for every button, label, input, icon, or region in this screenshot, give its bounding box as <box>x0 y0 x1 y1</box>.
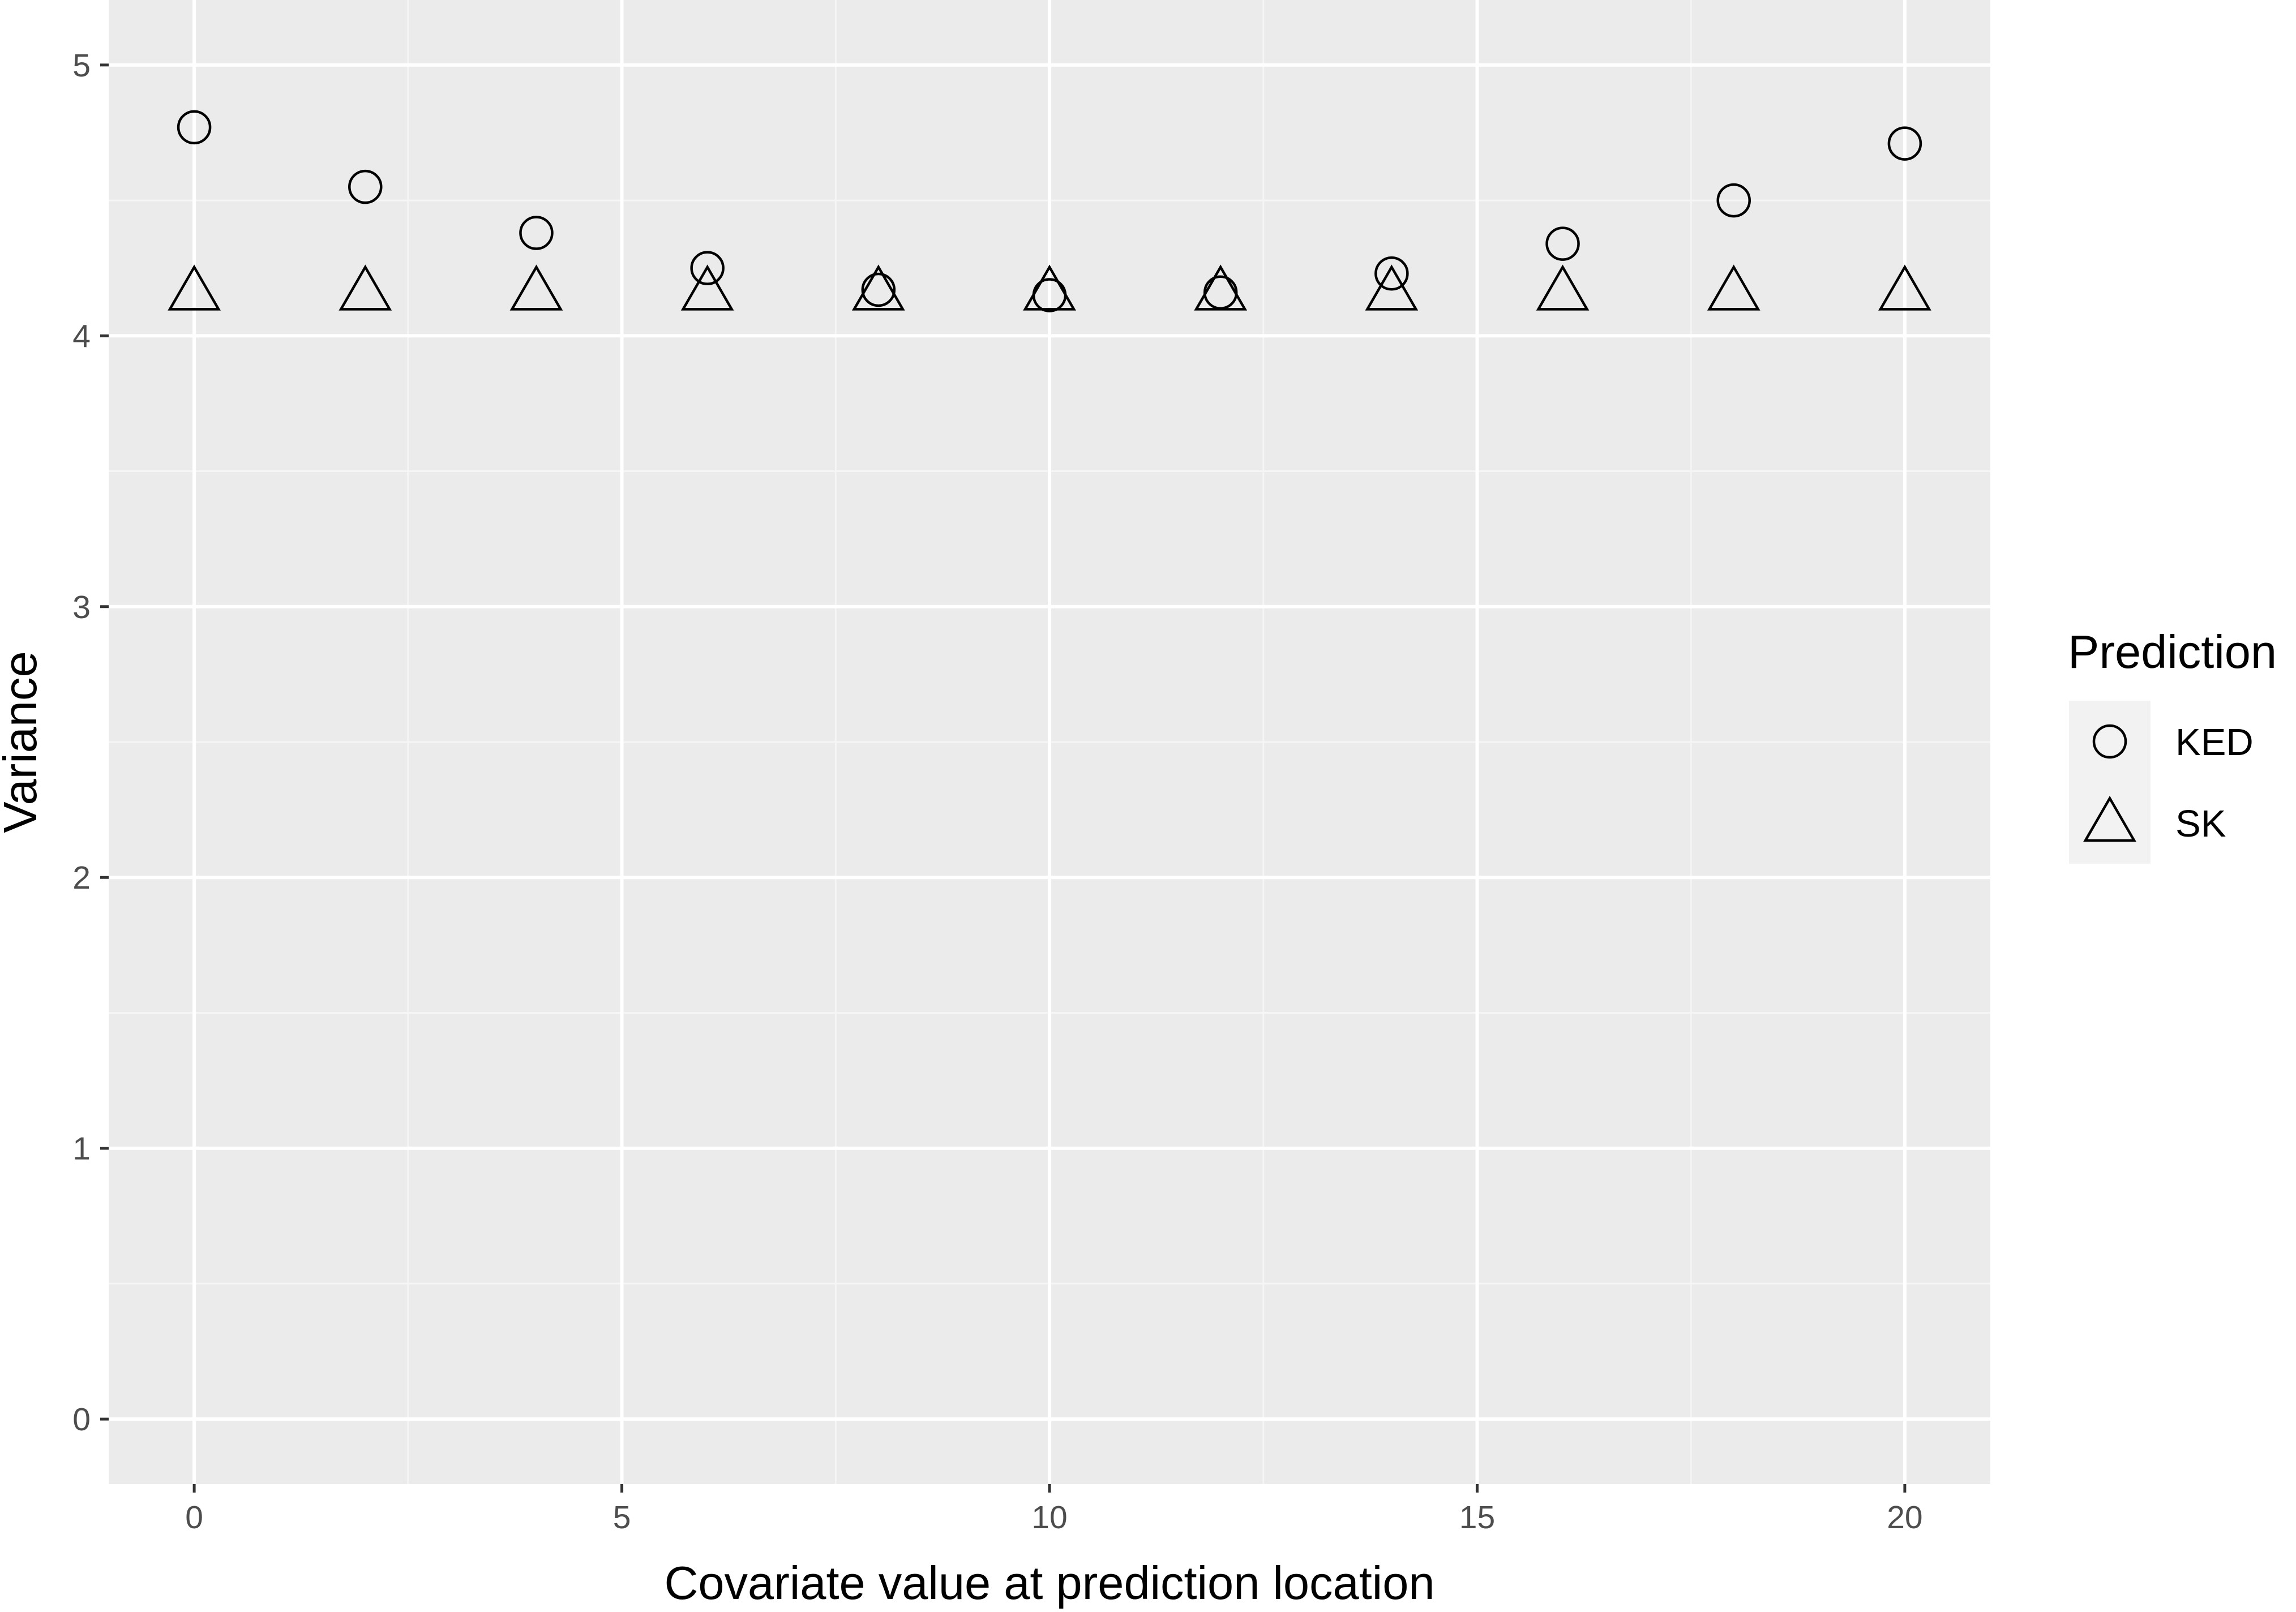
legend-circle-symbol <box>2092 724 2127 759</box>
legend-entry-sk: SK <box>2069 782 2226 864</box>
series-ked <box>177 110 1922 312</box>
y-tick-label: 4 <box>72 318 91 354</box>
grid-lines <box>109 0 1990 1484</box>
data-point-ked <box>1374 256 1409 291</box>
legend: Prediction KED SK <box>2068 625 2277 864</box>
data-point-sk <box>851 264 905 311</box>
data-point-sk <box>509 264 563 311</box>
x-tick-label: 5 <box>613 1499 631 1536</box>
x-tick-label: 10 <box>1031 1499 1067 1536</box>
x-axis-title: Covariate value at prediction location <box>664 1557 1434 1609</box>
data-point-sk <box>1194 264 1248 311</box>
legend-entry-ked: KED <box>2069 701 2254 782</box>
legend-title: Prediction <box>2068 625 2277 678</box>
axis-ticks: 0 5 10 15 20 0 1 2 3 4 5 <box>72 48 1922 1536</box>
data-point-ked <box>519 216 554 250</box>
y-axis-title: Variance <box>0 651 46 833</box>
data-point-sk <box>1023 264 1076 311</box>
data-point-ked <box>348 169 383 204</box>
x-tick-label: 15 <box>1459 1499 1495 1536</box>
data-point-ked <box>1887 126 1922 161</box>
series-sk <box>168 264 1931 311</box>
data-point-sk <box>1707 264 1760 311</box>
data-point-ked <box>1716 183 1751 218</box>
x-tick-label: 20 <box>1887 1499 1922 1536</box>
y-tick-label: 3 <box>72 589 91 625</box>
data-point-sk <box>1365 264 1419 311</box>
y-tick-label: 2 <box>72 860 91 896</box>
y-tick-label: 1 <box>72 1131 91 1167</box>
data-point-sk <box>168 264 221 311</box>
y-tick-label: 5 <box>72 48 91 84</box>
legend-label: KED <box>2175 721 2254 764</box>
data-point-ked <box>1545 226 1580 261</box>
data-point-sk <box>680 264 734 311</box>
legend-triangle-symbol <box>2083 795 2136 842</box>
data-points <box>168 110 1931 312</box>
data-point-ked <box>861 272 896 307</box>
legend-label: SK <box>2175 803 2226 845</box>
data-point-ked <box>690 251 725 285</box>
legend-key <box>2069 701 2151 782</box>
data-point-sk <box>339 264 392 311</box>
legend-key <box>2069 782 2151 864</box>
data-point-sk <box>1878 264 1931 311</box>
data-point-sk <box>1536 264 1590 311</box>
y-tick-label: 0 <box>72 1401 91 1438</box>
x-tick-label: 0 <box>185 1499 203 1536</box>
data-point-ked <box>177 110 212 145</box>
